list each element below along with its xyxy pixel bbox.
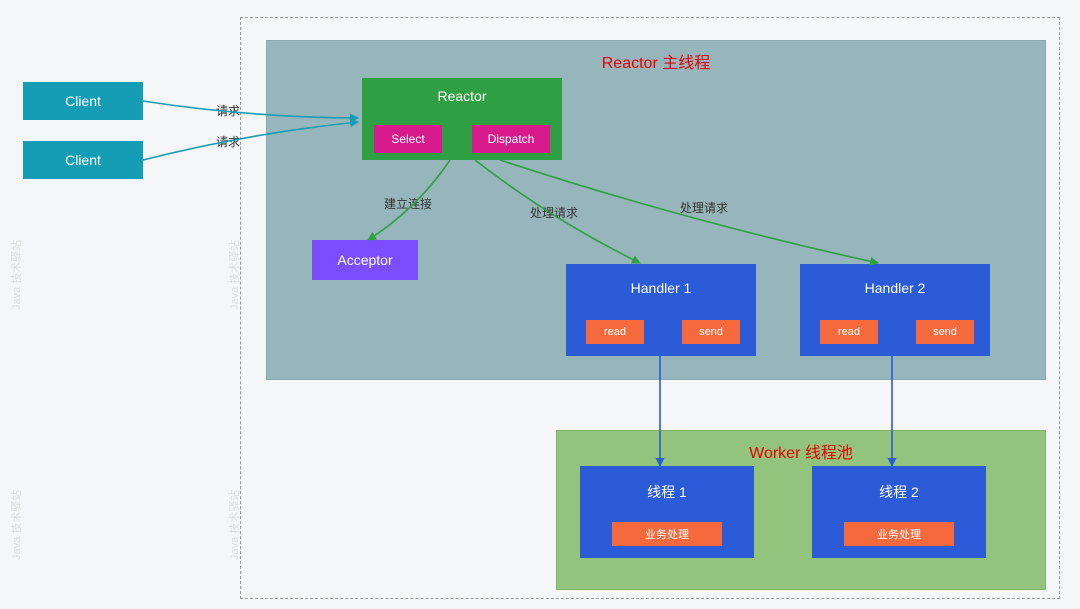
acceptor-box: Acceptor [312,240,418,280]
edge-label-proc1: 处理请求 [530,204,578,221]
handler-1-read: read [586,320,644,344]
handler-2-send: send [916,320,974,344]
reactor-label: Reactor [437,88,486,104]
reactor-dispatch: Dispatch [472,125,550,153]
thread-2-label: 线程 2 [879,482,919,502]
thread-1-label: 线程 1 [647,482,687,502]
thread-1-work: 业务处理 [612,522,722,546]
work-label: 业务处理 [877,526,921,542]
watermark: Java 技术驿站 [226,240,242,310]
read-label: read [604,326,626,338]
reactor-select: Select [374,125,442,153]
watermark: Java 技术驿站 [226,490,242,560]
read-label: read [838,326,860,338]
edge-label-req1: 请求 [216,102,240,119]
client-label: Client [65,152,101,168]
dispatch-label: Dispatch [488,132,535,146]
handler-2-label: Handler 2 [865,280,926,296]
worker-pool-title: Worker 线程池 [557,439,1045,463]
handler-1-send: send [682,320,740,344]
reactor-main-title: Reactor 主线程 [267,49,1045,73]
work-label: 业务处理 [645,526,689,542]
client-label: Client [65,93,101,109]
client-box-1: Client [23,82,143,120]
send-label: send [699,326,723,338]
edge-label-conn: 建立连接 [384,195,432,212]
handler-2-read: read [820,320,878,344]
client-box-2: Client [23,141,143,179]
watermark: Java 技术驿站 [8,490,24,560]
edge-label-req2: 请求 [216,133,240,150]
acceptor-label: Acceptor [337,252,392,268]
handler-1-label: Handler 1 [631,280,692,296]
edge-label-proc2: 处理请求 [680,199,728,216]
thread-2-work: 业务处理 [844,522,954,546]
watermark: Java 技术驿站 [8,240,24,310]
send-label: send [933,326,957,338]
select-label: Select [391,132,424,146]
